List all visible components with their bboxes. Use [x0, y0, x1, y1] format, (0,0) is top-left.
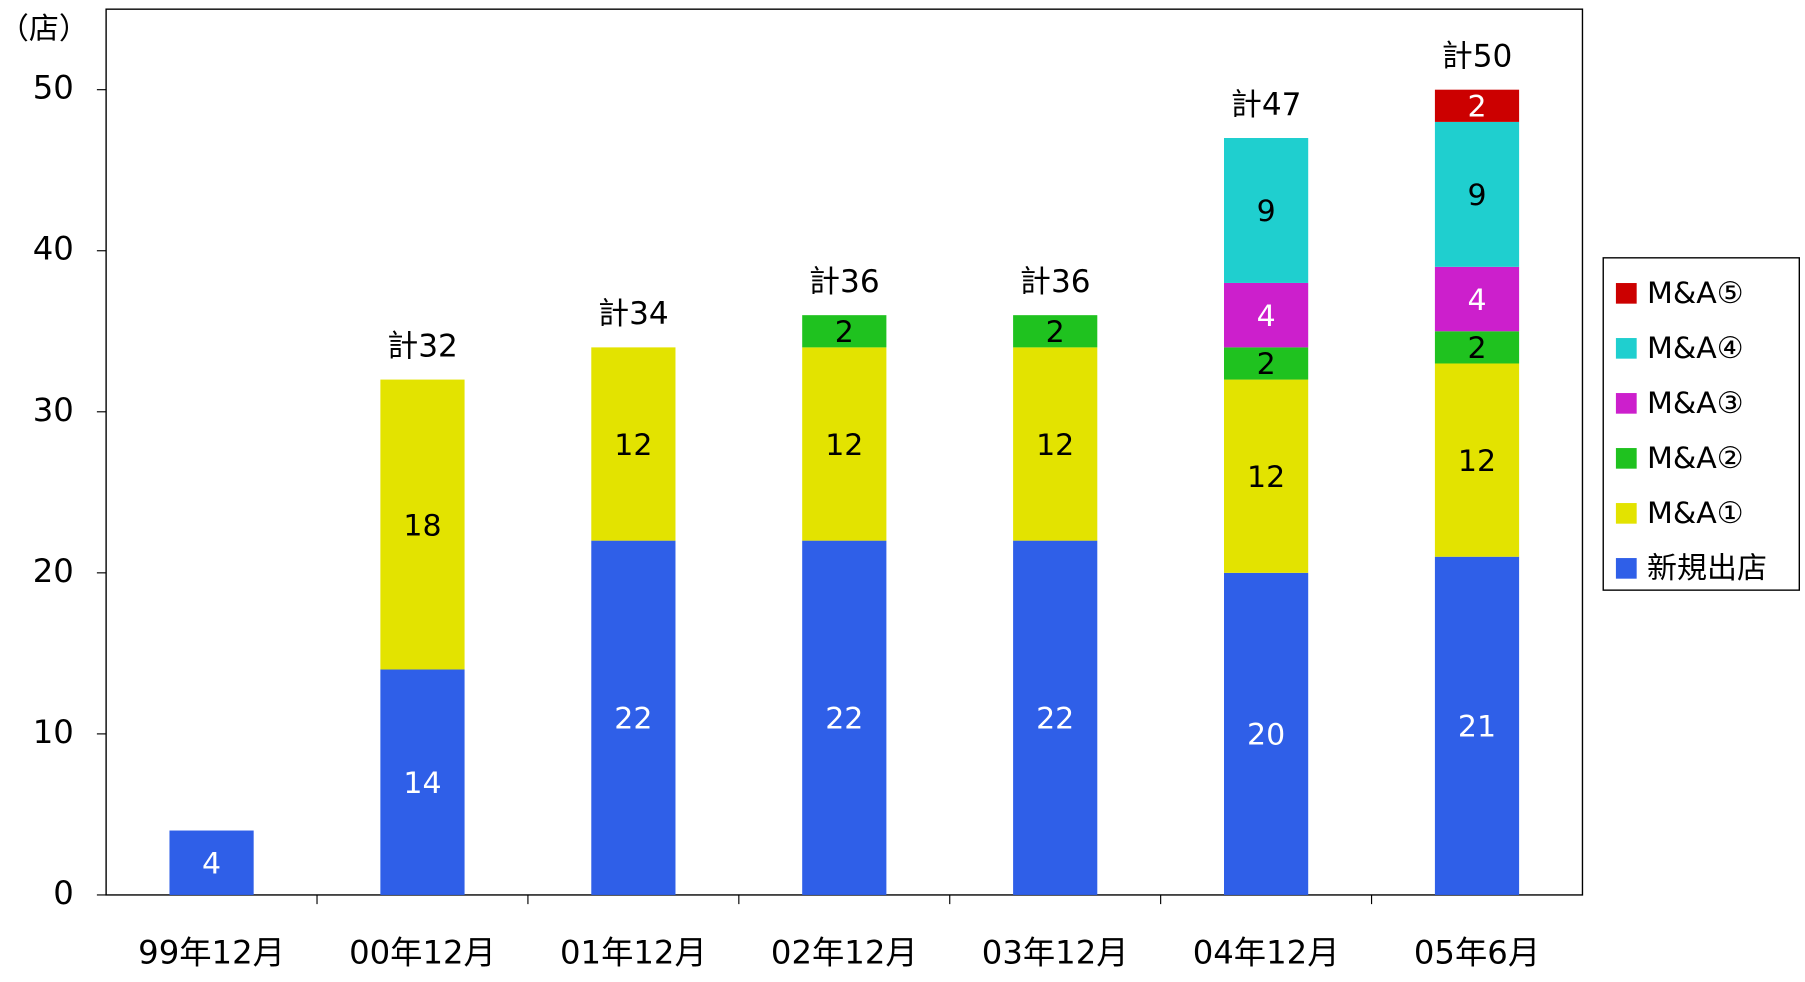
- legend-label: M&A①: [1647, 496, 1744, 531]
- legend-box: [1602, 257, 1800, 591]
- data-label: 2: [1467, 90, 1486, 125]
- x-tick-label: 01年12月: [560, 934, 707, 972]
- x-tick-label: 00年12月: [349, 934, 496, 972]
- data-label: 4: [1467, 283, 1486, 318]
- bar-segment: [1224, 138, 1309, 283]
- y-tick-label: 30: [33, 391, 74, 429]
- legend-label: M&A③: [1647, 386, 1744, 421]
- bar-segment: [1224, 347, 1309, 380]
- plot-root: （店） 0 10 20 30 40 50 99年12月 4 00年12月 14 18 計32 01年12…: [0, 8, 1800, 972]
- x-tick-label: 03年12月: [982, 934, 1129, 972]
- bar-segment: [1434, 363, 1520, 557]
- bar-segment: [1434, 89, 1520, 122]
- data-label: 9: [1257, 194, 1276, 229]
- bar-segment: [591, 347, 676, 541]
- legend-label: 新規出店: [1647, 551, 1767, 586]
- bar-segment: [1224, 572, 1309, 895]
- data-label: 12: [825, 428, 863, 463]
- total-label: 計36: [809, 264, 880, 300]
- bar-segment: [1013, 347, 1098, 541]
- data-label: 2: [1046, 315, 1065, 350]
- data-label: 12: [614, 428, 652, 463]
- data-label: 2: [1467, 331, 1486, 366]
- data-label: 22: [825, 702, 863, 737]
- legend-swatch: [1615, 393, 1637, 414]
- x-tick-label: 04年12月: [1193, 934, 1340, 972]
- total-label: 計34: [598, 296, 669, 332]
- legend-swatch: [1615, 283, 1637, 304]
- total-label: 計36: [1020, 264, 1091, 300]
- y-tick-label: 50: [33, 69, 74, 107]
- y-axis-label: （店）: [0, 11, 89, 46]
- bar-segment: [1224, 379, 1309, 573]
- data-label: 4: [202, 847, 221, 882]
- bar-segment: [1013, 540, 1098, 895]
- x-tick-label: 99年12月: [138, 934, 285, 972]
- data-label: 4: [1257, 299, 1276, 334]
- data-label: 2: [1257, 347, 1276, 382]
- data-label: 12: [1036, 428, 1074, 463]
- data-label: 18: [403, 508, 441, 543]
- data-label: 9: [1467, 178, 1486, 213]
- bar-segment: [1224, 282, 1309, 348]
- data-label: 2: [835, 315, 854, 350]
- total-label: 計32: [387, 329, 458, 365]
- bar-segment: [380, 379, 465, 670]
- bar-segment: [1434, 121, 1520, 267]
- data-label: 22: [614, 702, 652, 737]
- bar-segment: [1013, 315, 1098, 348]
- data-label: 14: [403, 766, 441, 801]
- bar-segment: [591, 540, 676, 895]
- bar-segment: [169, 830, 254, 895]
- x-tick-label: 05年6月: [1414, 934, 1540, 972]
- legend-swatch: [1615, 448, 1637, 469]
- total-label: 計47: [1231, 87, 1302, 123]
- y-tick-label: 10: [33, 713, 74, 751]
- total-label: 計50: [1442, 39, 1513, 75]
- legend-label: M&A④: [1647, 331, 1744, 366]
- x-tick-label: 02年12月: [771, 934, 918, 972]
- legend-label: M&A⑤: [1647, 276, 1744, 311]
- bar-segment: [802, 315, 887, 348]
- bar-segment: [380, 669, 465, 895]
- legend-swatch: [1615, 503, 1637, 524]
- y-tick-label: 40: [33, 230, 74, 268]
- legend-swatch: [1615, 338, 1637, 359]
- data-label: 20: [1247, 718, 1285, 753]
- bar-segment: [1434, 266, 1520, 332]
- bar-segment: [802, 540, 887, 895]
- legend-label: M&A②: [1647, 441, 1744, 476]
- y-tick-label: 0: [53, 874, 74, 912]
- bar-segment: [1434, 556, 1520, 895]
- y-tick-label: 20: [33, 552, 74, 590]
- data-label: 22: [1036, 702, 1074, 737]
- legend-swatch: [1615, 558, 1637, 579]
- data-label: 12: [1458, 444, 1496, 479]
- data-label: 21: [1458, 710, 1496, 745]
- bar-segment: [802, 347, 887, 541]
- bar-segment: [1434, 331, 1520, 364]
- data-label: 12: [1247, 460, 1285, 495]
